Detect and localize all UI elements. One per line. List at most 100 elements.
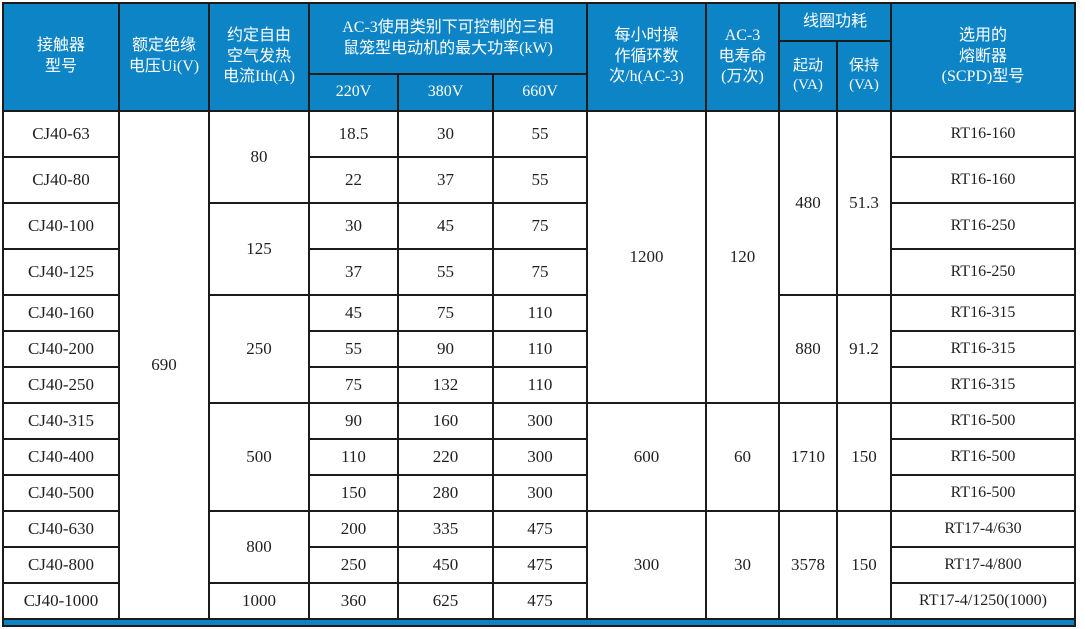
cell-p220: 110 [310,440,397,474]
cell-p220: 90 [310,404,397,438]
cell-p220: 30 [310,204,397,248]
cell-p220: 360 [310,584,397,618]
cell-life: 60 [707,404,778,510]
cell-fuse: RT17-4/1250(1000) [892,584,1074,618]
header-start-va: 起动 (VA) [780,42,836,110]
cell-cycles: 600 [588,404,705,510]
cell-p660: 110 [494,332,586,366]
cell-p380: 55 [399,250,492,294]
cell-model: CJ40-160 [4,296,118,330]
cell-start-va: 880 [780,296,836,402]
cell-p220: 250 [310,548,397,582]
cell-p660: 475 [494,512,586,546]
cell-p660: 55 [494,158,586,202]
cell-p660: 300 [494,440,586,474]
cell-model: CJ40-63 [4,112,118,156]
cell-fuse: RT16-250 [892,204,1074,248]
cell-model: CJ40-315 [4,404,118,438]
cell-start-va: 3578 [780,512,836,618]
cell-p220: 45 [310,296,397,330]
cell-p220: 55 [310,332,397,366]
cell-ith: 800 [210,512,308,582]
cell-model: CJ40-200 [4,332,118,366]
cell-fuse: RT16-315 [892,296,1074,330]
cell-fuse: RT16-315 [892,332,1074,366]
header-contactor-model: 接触器 型号 [4,4,118,110]
cell-p380: 335 [399,512,492,546]
cell-cycles: 300 [588,512,705,618]
header-coil-power-group: 线圈功耗 [780,4,890,40]
cell-p660: 110 [494,368,586,402]
cell-model: CJ40-500 [4,476,118,510]
cell-hold-va: 91.2 [838,296,890,402]
cell-fuse: RT17-4/800 [892,548,1074,582]
cell-fuse: RT16-160 [892,158,1074,202]
header-380v: 380V [399,75,492,110]
cell-model: CJ40-100 [4,204,118,248]
cell-p380: 75 [399,296,492,330]
cell-p660: 475 [494,548,586,582]
cell-p220: 75 [310,368,397,402]
cell-p220: 22 [310,158,397,202]
cell-p660: 475 [494,584,586,618]
header-660v: 660V [494,75,586,110]
cell-p380: 450 [399,548,492,582]
cell-life: 30 [707,512,778,618]
cell-hold-va: 51.3 [838,112,890,294]
cell-p660: 300 [494,476,586,510]
header-220v: 220V [310,75,397,110]
header-thermal-current: 约定自由 空气发热 电流Ith(A) [210,4,308,110]
cell-life: 120 [707,112,778,402]
cell-cycles: 1200 [588,112,705,402]
cell-p380: 625 [399,584,492,618]
cell-p660: 75 [494,204,586,248]
cell-start-va: 1710 [780,404,836,510]
cell-model: CJ40-1000 [4,584,118,618]
cell-p220: 150 [310,476,397,510]
cell-ith: 1000 [210,584,308,618]
cell-p380: 220 [399,440,492,474]
cell-p660: 110 [494,296,586,330]
cell-fuse: RT16-500 [892,440,1074,474]
cell-hold-va: 150 [838,404,890,510]
header-fuse-model: 选用的 熔断器 (SCPD)型号 [892,4,1074,110]
cell-model: CJ40-630 [4,512,118,546]
cell-p220: 18.5 [310,112,397,156]
cell-hold-va: 150 [838,512,890,618]
cell-ui-voltage: 690 [120,112,208,618]
cell-model: CJ40-400 [4,440,118,474]
header-electrical-life: AC-3 电寿命 (万次) [707,4,778,110]
cell-ith: 250 [210,296,308,402]
cell-fuse: RT17-4/630 [892,512,1074,546]
cell-p220: 37 [310,250,397,294]
header-cycles-per-hour: 每小时操 作循环数 次/h(AC-3) [588,4,705,110]
cell-model: CJ40-125 [4,250,118,294]
cell-fuse: RT16-500 [892,476,1074,510]
cell-p380: 37 [399,158,492,202]
cell-p380: 90 [399,332,492,366]
bottom-accent-strip [4,620,1074,625]
cell-p660: 75 [494,250,586,294]
cell-ith: 80 [210,112,308,202]
cell-ith: 125 [210,204,308,294]
cell-model: CJ40-800 [4,548,118,582]
cell-p380: 280 [399,476,492,510]
cell-p380: 30 [399,112,492,156]
header-max-power-group: AC-3使用类别下可控制的三相 鼠笼型电动机的最大功率(kW) [310,4,586,73]
cell-start-va: 480 [780,112,836,294]
cell-fuse: RT16-160 [892,112,1074,156]
cell-fuse: RT16-315 [892,368,1074,402]
cell-fuse: RT16-500 [892,404,1074,438]
cell-ith: 500 [210,404,308,510]
spec-table-grid: 接触器 型号 额定绝缘 电压Ui(V) 约定自由 空气发热 电流Ith(A) A… [4,4,1074,618]
cell-p380: 160 [399,404,492,438]
cell-p660: 300 [494,404,586,438]
header-hold-va: 保持 (VA) [838,42,890,110]
header-rated-insulation-voltage: 额定绝缘 电压Ui(V) [120,4,208,110]
cell-p380: 132 [399,368,492,402]
cell-model: CJ40-250 [4,368,118,402]
cell-p660: 55 [494,112,586,156]
cell-model: CJ40-80 [4,158,118,202]
cell-fuse: RT16-250 [892,250,1074,294]
